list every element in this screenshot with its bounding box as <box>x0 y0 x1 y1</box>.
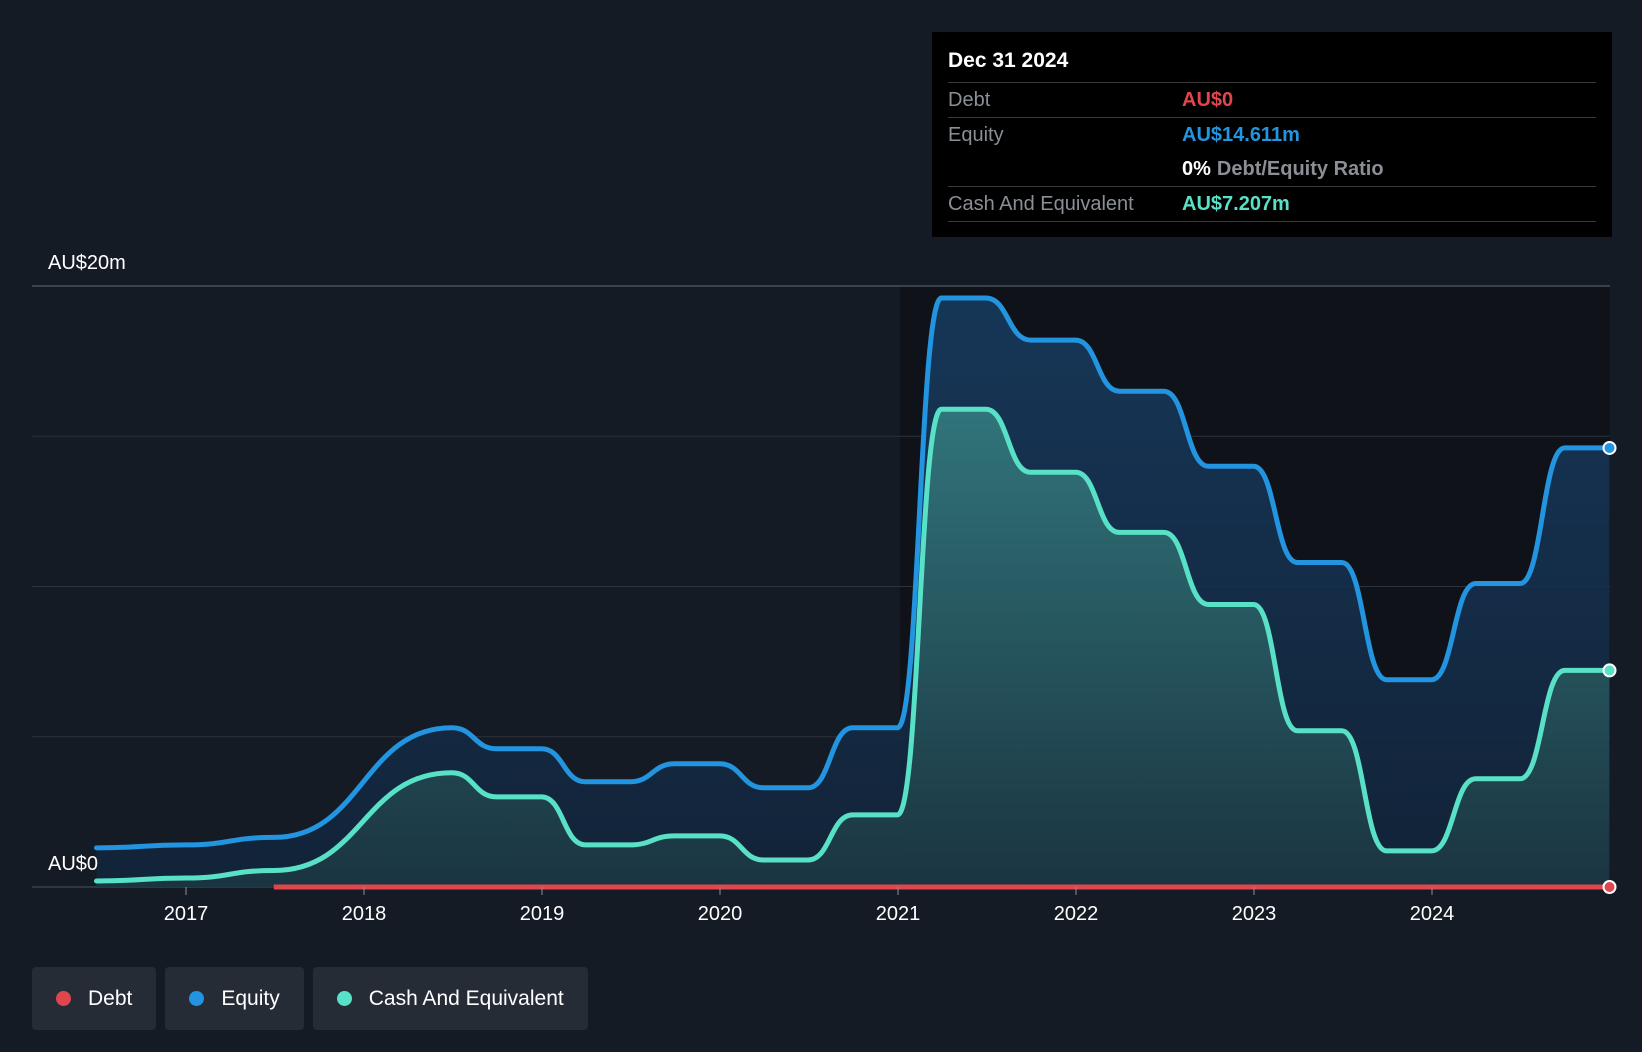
tooltip-ratio-row: 0% Debt/Equity Ratio <box>948 152 1596 186</box>
tooltip-debt-row: Debt AU$0 <box>948 82 1596 117</box>
x-tick-label-2018: 2018 <box>342 903 387 925</box>
tooltip-equity-value: AU$14.611m <box>1182 124 1300 146</box>
legend-label-cash: Cash And Equivalent <box>368 986 564 1010</box>
x-tick-label-2024: 2024 <box>1410 903 1455 925</box>
y-axis-bottom-label: AU$0 <box>48 853 98 875</box>
legend-item-debt[interactable]: Debt <box>32 967 157 1030</box>
chart-legend: Debt Equity Cash And Equivalent <box>32 967 597 1030</box>
x-tick-label-2022: 2022 <box>1054 903 1099 925</box>
x-axis: 2017 2018 2019 2020 2021 2022 2023 2024 <box>164 887 1455 925</box>
tooltip-ratio-label: Debt/Equity Ratio <box>1216 158 1384 180</box>
tooltip-equity-label: Equity <box>948 124 1004 146</box>
equity-line <box>94 295 1612 851</box>
series-lines <box>94 295 1612 890</box>
tooltip-equity-row: Equity AU$14.611m <box>948 117 1596 152</box>
legend-label-equity: Equity <box>221 986 280 1010</box>
tooltip-panel: Dec 31 2024 Debt AU$0 Equity AU$14.611m … <box>932 32 1612 237</box>
x-tick-label-2019: 2019 <box>520 903 565 925</box>
tooltip-date: Dec 31 2024 <box>948 49 1069 72</box>
cash-and-equivalent-line <box>94 406 1612 884</box>
cash-dot-icon <box>336 991 352 1006</box>
tooltip-ratio-spacer <box>948 152 1182 186</box>
cash-and-equivalent-end-marker <box>1602 663 1617 678</box>
tooltip-debt-label: Debt <box>948 89 991 111</box>
tooltip-cash-value: AU$7.207m <box>1182 193 1290 215</box>
debt-end-marker <box>1602 880 1617 894</box>
equity-dot-icon <box>189 991 205 1006</box>
tooltip-debt-value: AU$0 <box>1182 89 1234 111</box>
tooltip-cash-row: Cash And Equivalent AU$7.207m <box>948 186 1596 222</box>
legend-label-debt: Debt <box>88 986 133 1010</box>
x-tick-label-2023: 2023 <box>1232 903 1277 925</box>
debt-dot-icon <box>56 991 71 1006</box>
end-markers <box>1602 440 1617 894</box>
y-axis-top-label: AU$20m <box>48 252 126 274</box>
cash-and-equivalent-area <box>96 409 1610 887</box>
tooltip-cash-label: Cash And Equivalent <box>948 193 1134 215</box>
legend-item-cash[interactable]: Cash And Equivalent <box>312 967 588 1030</box>
x-tick-label-2017: 2017 <box>164 903 209 925</box>
legend-item-equity[interactable]: Equity <box>165 967 304 1030</box>
tooltip-ratio-value: 0% <box>1182 158 1211 180</box>
x-tick-label-2020: 2020 <box>698 903 743 925</box>
equity-end-marker <box>1602 440 1617 455</box>
x-tick-label-2021: 2021 <box>876 903 921 925</box>
